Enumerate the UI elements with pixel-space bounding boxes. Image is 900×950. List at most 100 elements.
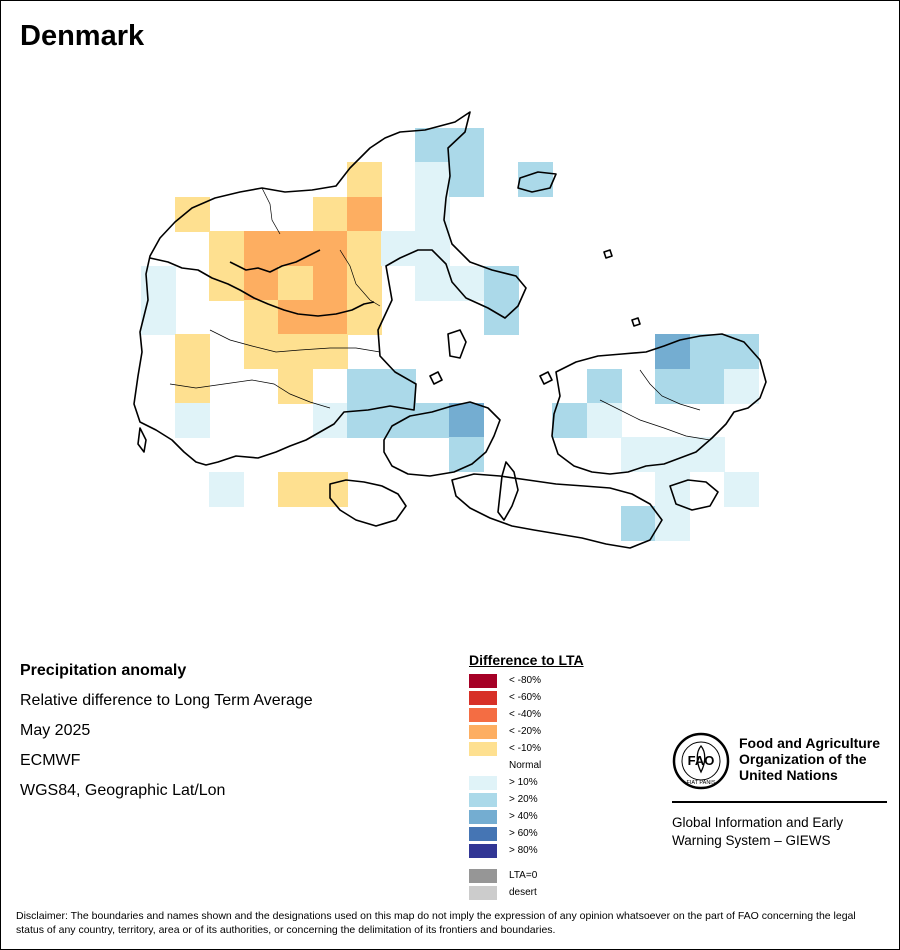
- anomaly-cell: [655, 437, 690, 472]
- anomaly-grid: [141, 128, 759, 541]
- legend-item: > 60%: [469, 825, 584, 842]
- legend-swatch: [469, 775, 497, 790]
- anomaly-cell: [415, 162, 450, 197]
- anomaly-cell: [381, 231, 416, 266]
- anomaly-cell: [278, 300, 313, 335]
- legend-swatch: [469, 885, 497, 900]
- fao-divider: [672, 801, 887, 803]
- legend-item: > 40%: [469, 808, 584, 825]
- anomaly-cell: [347, 369, 382, 404]
- legend-item: > 10%: [469, 774, 584, 791]
- legend-items: < -80% < -60% < -40% < -20% < -10% Normal > 10…: [469, 672, 584, 859]
- legend-extra: LTA=0 desert: [469, 867, 584, 901]
- anomaly-cell: [313, 231, 348, 266]
- legend-label: > 60%: [509, 828, 538, 839]
- admin-boundaries: [169, 187, 711, 441]
- anomaly-cell: [724, 369, 759, 404]
- map-info: Precipitation anomaly Relative differenc…: [20, 656, 313, 806]
- fao-logo-text: FAO: [688, 753, 715, 768]
- legend-item: < -80%: [469, 672, 584, 689]
- anomaly-cell: [552, 403, 587, 438]
- anomaly-cell: [484, 300, 519, 335]
- anomaly-cell: [313, 300, 348, 335]
- legend-swatch: [469, 826, 497, 841]
- anomaly-cell: [313, 266, 348, 301]
- anomaly-cell: [278, 266, 313, 301]
- anomaly-cell: [449, 128, 484, 163]
- legend-label: LTA=0: [509, 870, 538, 881]
- anomaly-cell: [415, 266, 450, 301]
- legend-swatch: [469, 843, 497, 858]
- anomaly-cell: [381, 403, 416, 438]
- anomaly-cell: [347, 197, 382, 232]
- legend-item: < -60%: [469, 689, 584, 706]
- fao-name: Food and Agriculture Organization of the…: [739, 735, 881, 783]
- legend-swatch: [469, 690, 497, 705]
- legend-item: < -40%: [469, 706, 584, 723]
- legend-item: desert: [469, 884, 584, 901]
- legend-swatch: [469, 809, 497, 824]
- anomaly-cell: [209, 472, 244, 507]
- legend-label: < -10%: [509, 743, 541, 754]
- legend-item: LTA=0: [469, 867, 584, 884]
- legend-swatch: [469, 741, 497, 756]
- legend-item: > 80%: [469, 842, 584, 859]
- legend-label: desert: [509, 887, 537, 898]
- disclaimer: Disclaimer: The boundaries and names sho…: [16, 910, 856, 936]
- fao-logo-motto: FIAT PANIS: [686, 780, 715, 786]
- legend-label: < -60%: [509, 692, 541, 703]
- anomaly-cell: [244, 300, 279, 335]
- anomaly-cell: [587, 403, 622, 438]
- legend-swatch: [469, 792, 497, 807]
- anomaly-cell: [175, 334, 210, 369]
- anomaly-cell: [313, 197, 348, 232]
- anomaly-cell: [347, 266, 382, 301]
- anomaly-cell: [690, 369, 725, 404]
- legend-label: > 10%: [509, 777, 538, 788]
- giews-name: Global Information and Early Warning Sys…: [672, 815, 844, 848]
- anomaly-cell: [655, 506, 690, 541]
- anomaly-cell: [655, 472, 690, 507]
- anomaly-cell: [415, 231, 450, 266]
- legend-label: > 80%: [509, 845, 538, 856]
- legend-item: < -20%: [469, 723, 584, 740]
- projection: WGS84, Geographic Lat/Lon: [20, 782, 226, 799]
- anomaly-cell: [313, 334, 348, 369]
- anomaly-cell: [415, 128, 450, 163]
- legend-normal-label: Normal: [509, 760, 542, 771]
- anomaly-cell: [244, 231, 279, 266]
- anomaly-cell: [690, 334, 725, 369]
- anomaly-cell: [724, 334, 759, 369]
- anomaly-cell: [449, 403, 484, 438]
- anomaly-cell: [655, 369, 690, 404]
- map-title: Denmark: [20, 20, 145, 52]
- legend-label: < -40%: [509, 709, 541, 720]
- anomaly-cell: [621, 506, 656, 541]
- anomaly-cell: [347, 300, 382, 335]
- legend-item: > 20%: [469, 791, 584, 808]
- legend-item: < -10%: [469, 740, 584, 757]
- data-source: ECMWF: [20, 752, 81, 769]
- legend-label: > 40%: [509, 811, 538, 822]
- anomaly-cell: [347, 162, 382, 197]
- anomaly-cell: [278, 231, 313, 266]
- anomaly-cell: [175, 403, 210, 438]
- legend-swatch: [469, 673, 497, 688]
- anomaly-cell: [449, 162, 484, 197]
- coastline: [133, 111, 767, 549]
- anomaly-cell: [278, 472, 313, 507]
- legend-label: < -80%: [509, 675, 541, 686]
- anomaly-cell: [724, 472, 759, 507]
- anomaly-cell: [347, 231, 382, 266]
- legend-title: Difference to LTA: [469, 652, 584, 668]
- anomaly-cell: [278, 369, 313, 404]
- period: May 2025: [20, 722, 91, 739]
- anomaly-cell: [209, 231, 244, 266]
- legend-label: > 20%: [509, 794, 538, 805]
- product-name: Precipitation anomaly: [20, 662, 187, 679]
- legend: Difference to LTA < -80% < -60% < -40% < -2…: [469, 652, 584, 901]
- anomaly-cell: [484, 266, 519, 301]
- legend-swatch: [469, 724, 497, 739]
- product-description: Relative difference to Long Term Average: [20, 692, 313, 709]
